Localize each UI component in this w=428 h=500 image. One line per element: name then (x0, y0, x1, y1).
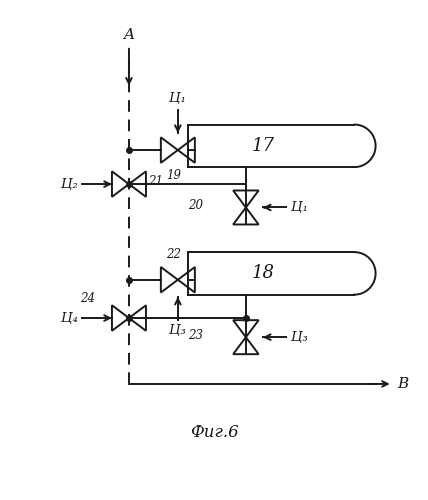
Text: 24: 24 (80, 292, 95, 306)
Text: Ц₄: Ц₄ (61, 312, 78, 324)
Text: Ц₁: Ц₁ (169, 92, 186, 106)
Text: Ц₁: Ц₁ (291, 201, 307, 214)
Text: 20: 20 (188, 199, 203, 212)
Text: 22: 22 (166, 248, 181, 260)
Text: Ц₃: Ц₃ (169, 324, 186, 338)
Text: Ц₂: Ц₂ (61, 178, 78, 190)
Text: 18: 18 (251, 264, 274, 282)
Text: Ц₃: Ц₃ (291, 330, 307, 344)
Text: A: A (123, 28, 134, 42)
Text: B: B (397, 377, 408, 391)
Text: 23: 23 (188, 328, 203, 342)
Text: Фиг.6: Фиг.6 (190, 424, 238, 442)
Text: 19: 19 (166, 169, 181, 182)
Text: 17: 17 (251, 137, 274, 155)
Text: 21: 21 (148, 176, 163, 188)
